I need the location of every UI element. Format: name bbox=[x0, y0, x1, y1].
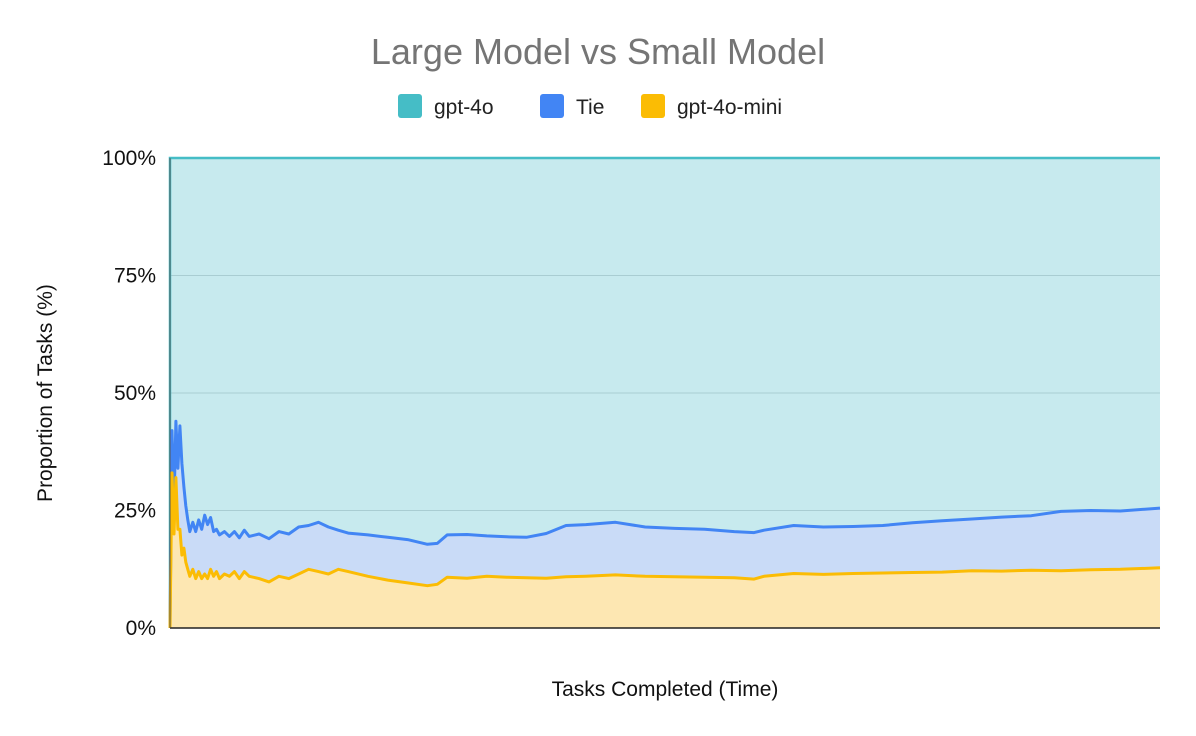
legend-item: gpt-4o-mini bbox=[641, 94, 782, 119]
y-tick-label: 50% bbox=[114, 382, 156, 405]
y-tick-label: 0% bbox=[126, 617, 156, 640]
gpt-4o-mini-line bbox=[168, 471, 1161, 629]
legend-item: gpt-4o bbox=[398, 94, 494, 119]
y-axis-ticks: 0% 25% 50% 75% 100% bbox=[102, 147, 156, 640]
legend-swatch bbox=[641, 94, 665, 118]
legend-label: Tie bbox=[576, 96, 604, 119]
legend: gpt-4o Tie gpt-4o-mini bbox=[398, 94, 782, 119]
legend-label: gpt-4o bbox=[434, 96, 494, 119]
legend-label: gpt-4o-mini bbox=[677, 96, 782, 119]
tie-line bbox=[168, 419, 1161, 629]
x-axis-label: Tasks Completed (Time) bbox=[552, 678, 779, 701]
y-tick-label: 25% bbox=[114, 500, 156, 523]
legend-item: Tie bbox=[540, 94, 604, 119]
legend-swatch bbox=[398, 94, 422, 118]
y-axis-label: Proportion of Tasks (%) bbox=[34, 284, 57, 502]
plot-area bbox=[168, 156, 1161, 629]
y-tick-label: 75% bbox=[114, 265, 156, 288]
y-tick-label: 100% bbox=[102, 147, 156, 170]
chart-title: Large Model vs Small Model bbox=[371, 31, 825, 72]
gpt-4o-mini-area bbox=[170, 472, 1160, 628]
legend-swatch bbox=[540, 94, 564, 118]
